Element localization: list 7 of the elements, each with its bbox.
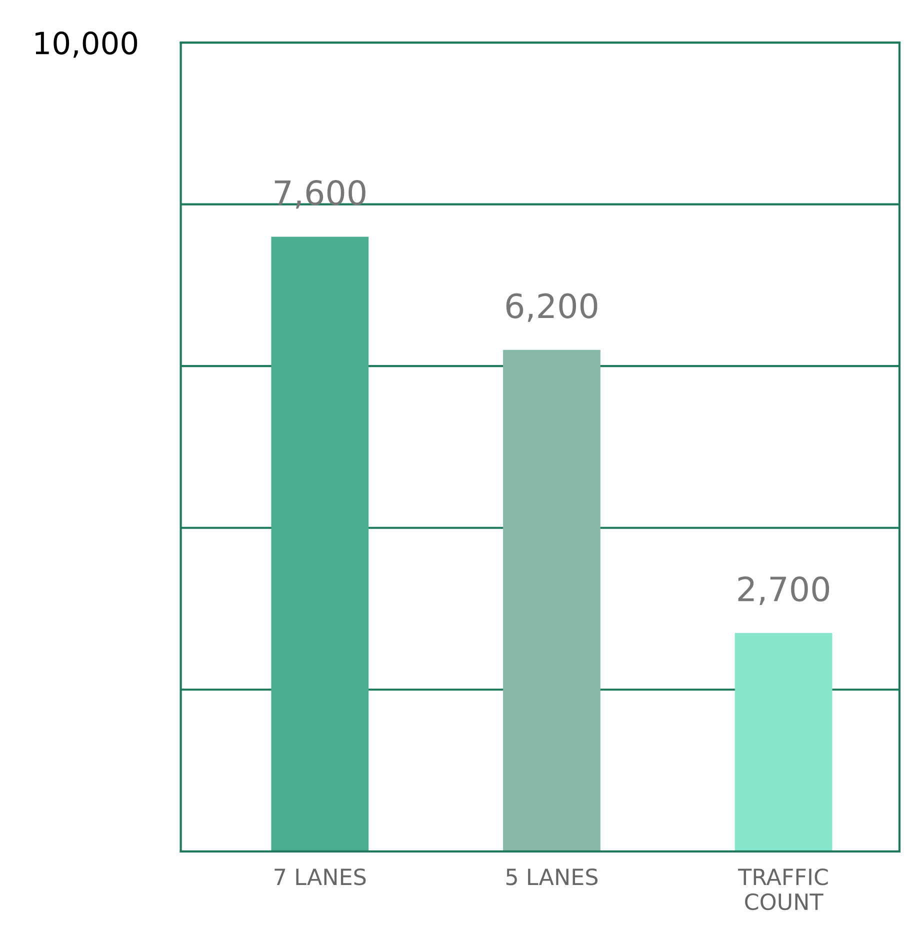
data-label: 2,700 (738, 576, 830, 605)
x-tick-label: TRAFFIC COUNT (738, 868, 828, 910)
data-label: 6,200 (506, 293, 598, 322)
data-label: 7,600 (274, 180, 366, 209)
x-tick-label: 7 LANES (274, 868, 366, 886)
x-tick-label: 5 LANES (506, 868, 598, 886)
y-tick-label: 10,000 (36, 32, 138, 58)
